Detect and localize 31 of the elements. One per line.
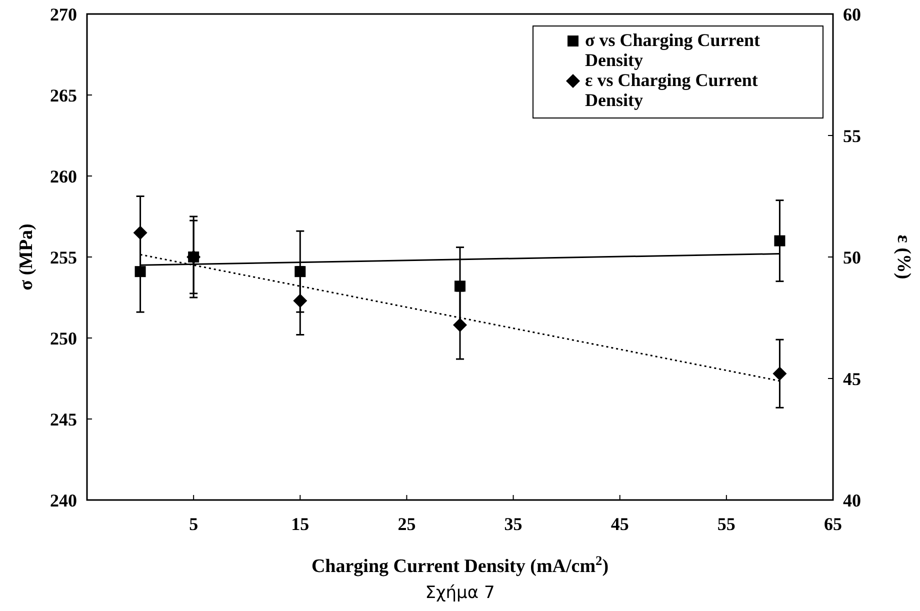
legend-label: ε vs Charging Current Density bbox=[585, 70, 758, 110]
y-tick-label: 245 bbox=[50, 409, 77, 430]
text: Σχήμα 7 bbox=[425, 583, 495, 603]
x-tick-label: 45 bbox=[610, 514, 629, 534]
y2-tick-label: 50 bbox=[843, 247, 861, 268]
y-tick-label: 255 bbox=[50, 247, 77, 268]
point bbox=[133, 226, 148, 240]
y2-tick-label: 45 bbox=[843, 368, 861, 389]
point bbox=[454, 280, 466, 292]
y-axis-title: σ (MPa) bbox=[16, 224, 37, 290]
x-tick-label: 15 bbox=[291, 514, 310, 534]
x-axis-title: Charging Current Density (mA/cm$^{2}$) bbox=[311, 552, 609, 577]
y2-tick-label: 55 bbox=[843, 126, 861, 146]
x-tick-label: 5 bbox=[189, 514, 198, 534]
point bbox=[453, 318, 467, 332]
y2-axis-title: ε (%) bbox=[893, 234, 914, 280]
point bbox=[293, 294, 308, 308]
y2-tick-label: 40 bbox=[843, 490, 861, 510]
x-tick-label: 35 bbox=[504, 514, 522, 534]
y2-tick-label: 60 bbox=[843, 4, 861, 24]
point bbox=[134, 266, 146, 278]
y-tick-label: 270 bbox=[50, 4, 77, 24]
point bbox=[774, 235, 786, 246]
y-tick-label: 250 bbox=[50, 328, 77, 348]
x-tick-label: 55 bbox=[717, 514, 736, 534]
point bbox=[772, 366, 787, 381]
y-tick-label: 240 bbox=[50, 490, 77, 510]
y-tick-label: 265 bbox=[50, 85, 77, 106]
x-tick-label: 65 bbox=[824, 514, 842, 534]
x-tick-label: 25 bbox=[398, 514, 416, 534]
y-tick-label: 260 bbox=[50, 166, 77, 186]
